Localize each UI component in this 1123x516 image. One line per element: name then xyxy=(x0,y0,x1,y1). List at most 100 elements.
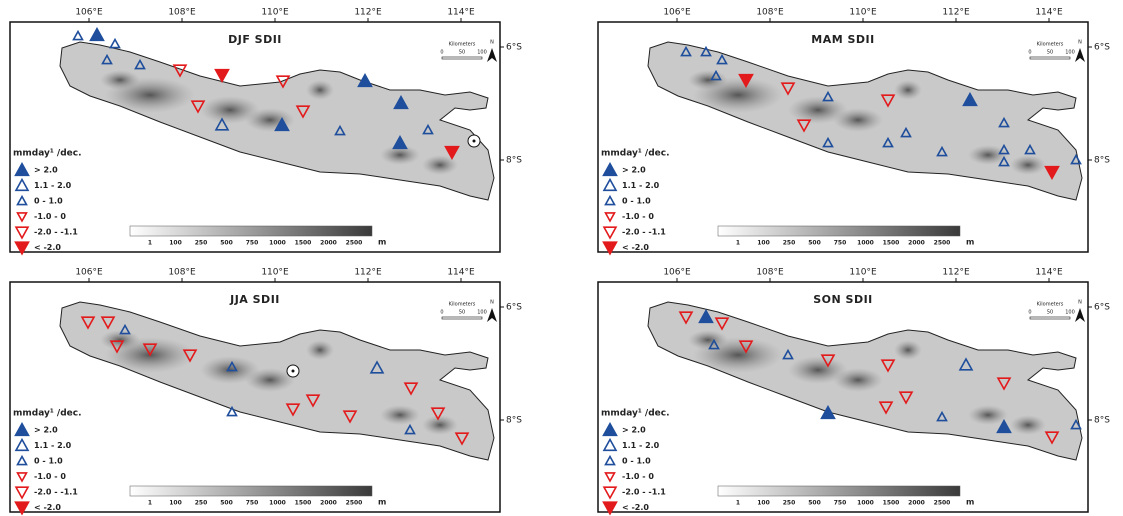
scale-tick: 100 xyxy=(1065,50,1075,56)
mountain-shade xyxy=(422,415,458,435)
legend-label: 0 - 1.0 xyxy=(34,197,63,206)
scale-title: Kilometers xyxy=(1037,302,1064,308)
longitude-label: 108°E xyxy=(756,8,784,18)
colorbar-tick: 1500 xyxy=(295,500,312,507)
colorbar-tick: 2000 xyxy=(908,500,925,507)
latitude-label: 8°S xyxy=(506,416,522,426)
scale-tick: 100 xyxy=(477,50,487,56)
city-dot xyxy=(473,140,476,143)
legend-title: mmday¹ /dec. xyxy=(601,409,670,419)
legend-label: 1.1 - 2.0 xyxy=(622,441,660,450)
scale-tick: 50 xyxy=(459,310,465,316)
legend-label: 1.1 - 2.0 xyxy=(34,181,72,190)
panel-title: SON SDII xyxy=(813,293,873,306)
longitude-label: 114°E xyxy=(1035,268,1063,278)
colorbar-tick: 2000 xyxy=(908,240,925,247)
north-label: N xyxy=(1078,40,1082,46)
latitude-label: 6°S xyxy=(506,303,522,313)
latitude-label: 6°S xyxy=(1094,43,1110,53)
latitude-label: 8°S xyxy=(1094,416,1110,426)
longitude-label: 110°E xyxy=(261,8,289,18)
legend-label: > 2.0 xyxy=(34,166,58,175)
latitude-label: 6°S xyxy=(506,43,522,53)
longitude-label: 112°E xyxy=(354,268,382,278)
colorbar-tick: 750 xyxy=(246,240,259,247)
colorbar xyxy=(130,486,372,496)
colorbar xyxy=(718,486,960,496)
legend-label: < -2.0 xyxy=(34,503,61,512)
colorbar-tick: 500 xyxy=(808,240,821,247)
legend-label: 0 - 1.0 xyxy=(622,197,651,206)
mountain-shade xyxy=(306,80,334,100)
city-dot xyxy=(292,370,295,373)
scale-title: Kilometers xyxy=(449,42,476,48)
longitude-label: 114°E xyxy=(1035,8,1063,18)
longitude-label: 108°E xyxy=(756,268,784,278)
scale-tick: 100 xyxy=(1065,310,1075,316)
latitude-label: 6°S xyxy=(1094,303,1110,313)
colorbar-unit: m xyxy=(966,498,974,507)
colorbar-unit: m xyxy=(378,238,386,247)
longitude-label: 106°E xyxy=(663,268,691,278)
colorbar-tick: 250 xyxy=(783,240,796,247)
longitude-label: 106°E xyxy=(75,268,103,278)
legend-label: < -2.0 xyxy=(622,243,649,252)
colorbar-tick: 1000 xyxy=(269,240,286,247)
colorbar-unit: m xyxy=(378,498,386,507)
scale-tick: 0 xyxy=(440,50,443,56)
longitude-label: 108°E xyxy=(168,268,196,278)
longitude-label: 108°E xyxy=(168,8,196,18)
colorbar-tick: 500 xyxy=(808,500,821,507)
legend-label: > 2.0 xyxy=(34,426,58,435)
scale-tick: 50 xyxy=(1047,50,1053,56)
north-label: N xyxy=(490,300,494,306)
colorbar xyxy=(130,226,372,236)
mountain-shade xyxy=(894,80,922,100)
scale-tick: 0 xyxy=(1028,310,1031,316)
panel-title: MAM SDII xyxy=(811,33,874,46)
legend-label: 1.1 - 2.0 xyxy=(622,181,660,190)
mountain-shade xyxy=(968,405,1008,425)
colorbar-tick: 100 xyxy=(169,240,182,247)
mountain-shade xyxy=(833,108,883,132)
mountain-shade xyxy=(688,330,728,350)
longitude-label: 106°E xyxy=(663,8,691,18)
colorbar-tick: 250 xyxy=(195,500,208,507)
legend-label: -2.0 - -1.1 xyxy=(34,488,78,497)
colorbar-tick: 2000 xyxy=(320,500,337,507)
colorbar-tick: 500 xyxy=(220,240,233,247)
legend-label: -2.0 - -1.1 xyxy=(622,228,666,237)
colorbar-tick: 750 xyxy=(246,500,259,507)
colorbar-tick: 2500 xyxy=(346,500,363,507)
colorbar-tick: 1 xyxy=(148,500,152,507)
colorbar-tick: 1 xyxy=(148,240,152,247)
colorbar-tick: 2500 xyxy=(346,240,363,247)
legend-title: mmday¹ /dec. xyxy=(601,149,670,159)
longitude-label: 114°E xyxy=(447,268,475,278)
longitude-label: 112°E xyxy=(942,8,970,18)
scale-title: Kilometers xyxy=(449,302,476,308)
colorbar-tick: 2000 xyxy=(320,240,337,247)
colorbar-tick: 1000 xyxy=(857,240,874,247)
colorbar xyxy=(718,226,960,236)
colorbar-tick: 2500 xyxy=(934,500,951,507)
longitude-label: 112°E xyxy=(942,268,970,278)
panel-title: DJF SDII xyxy=(228,33,282,46)
colorbar-tick: 250 xyxy=(195,240,208,247)
colorbar-tick: 1 xyxy=(736,500,740,507)
north-label: N xyxy=(1078,300,1082,306)
legend-label: < -2.0 xyxy=(622,503,649,512)
legend-label: -2.0 - -1.1 xyxy=(622,488,666,497)
legend-title: mmday¹ /dec. xyxy=(13,409,82,419)
colorbar-tick: 1 xyxy=(736,240,740,247)
map-panel: DJF SDII106°E108°E110°E112°E114°E6°S8°SK… xyxy=(10,8,522,255)
mountain-shade xyxy=(833,368,883,392)
colorbar-unit: m xyxy=(966,238,974,247)
north-label: N xyxy=(490,40,494,46)
longitude-label: 110°E xyxy=(849,8,877,18)
panel-title: JJA SDII xyxy=(229,293,280,306)
colorbar-tick: 500 xyxy=(220,500,233,507)
longitude-label: 114°E xyxy=(447,8,475,18)
longitude-label: 106°E xyxy=(75,8,103,18)
legend-label: -1.0 - 0 xyxy=(34,212,66,221)
